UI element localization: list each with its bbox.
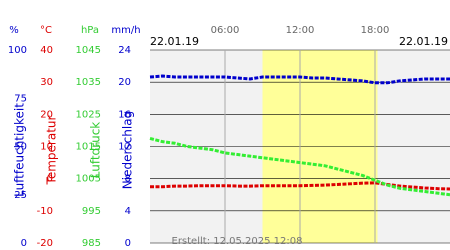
axis-name: Niederschlag [121,111,135,189]
y-tick-label: 16 [118,109,131,120]
y-tick-label: 0 [47,174,53,185]
y-tick-label: 24 [118,45,131,56]
y-tick-label: 0 [125,238,131,249]
y-tick-label: 4 [125,206,131,217]
data-line [150,181,450,191]
axis-name: Luftdruck [89,122,103,179]
y-tick-label: 25 [14,190,27,201]
x-tick-label: 06:00 [211,25,240,36]
axis-unit: °C [40,25,52,36]
date-right: 22.01.19 [399,35,448,48]
y-tick-label: 1015 [76,142,101,153]
y-tick-label: -10 [37,206,53,217]
y-tick-label: 8 [125,174,131,185]
y-tick-label: 0 [21,238,27,249]
data-line [149,137,450,197]
y-tick-label: 985 [82,238,101,249]
y-tick-label: 1035 [76,77,101,88]
x-tick-label: 12:00 [286,25,315,36]
y-tick-label: 1025 [76,109,101,120]
x-tick-label: 18:00 [361,25,390,36]
y-tick-label: 30 [40,77,53,88]
date-left: 22.01.19 [150,35,199,48]
y-tick-label: 20 [118,77,131,88]
y-tick-label: 40 [40,45,53,56]
y-tick-label: 1005 [76,174,101,185]
y-tick-label: 75 [14,93,27,104]
y-tick-label: -20 [37,238,53,249]
axis-name: Luftfeuchtigkeit [13,103,27,197]
axis-unit: % [9,25,19,36]
axis-unit: mm/h [111,25,140,36]
y-tick-label: 100 [8,45,27,56]
axis-name: Temperatur [45,115,59,185]
axis-unit: hPa [81,25,99,36]
y-tick-label: 10 [40,142,53,153]
y-tick-label: 1045 [76,45,101,56]
y-tick-label: 50 [14,142,27,153]
y-tick-label: 995 [82,206,101,217]
data-line [149,74,450,85]
footer-note: Erstellt: 12.05.2025 12:08 [172,236,303,247]
y-tick-label: 12 [118,142,131,153]
y-tick-label: 20 [40,109,53,120]
